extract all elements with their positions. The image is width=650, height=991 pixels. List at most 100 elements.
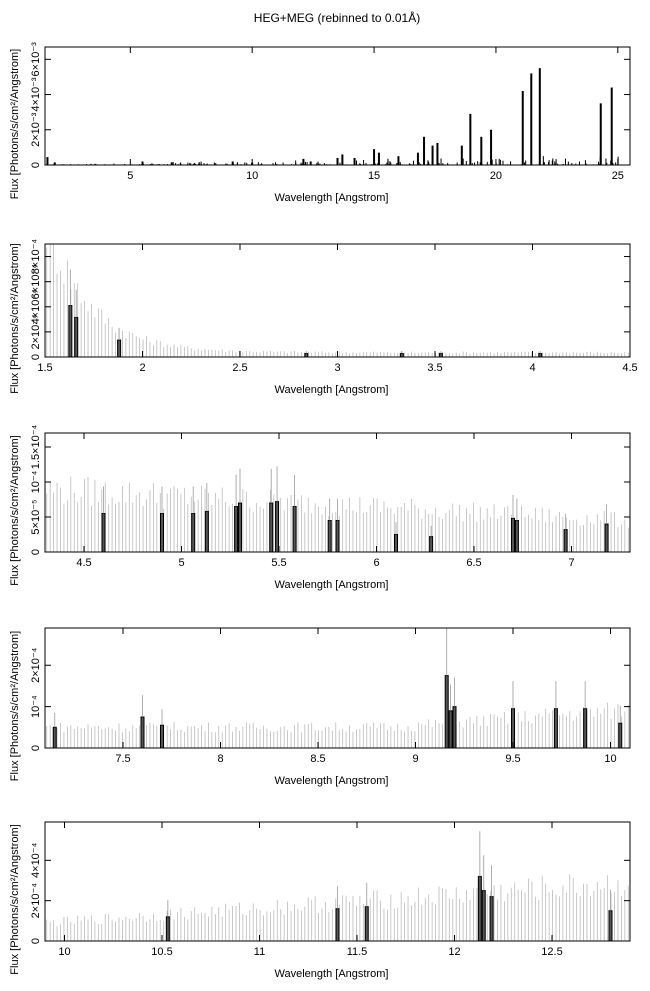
x-tick-label: 2 xyxy=(139,362,145,374)
x-tick-label: 8 xyxy=(217,753,223,765)
y-axis-label: Flux [Photons/s/cm²/Angstrom] xyxy=(9,435,21,585)
x-tick-label: 8.5 xyxy=(310,753,325,765)
y-axis-label: Flux [Photons/s/cm²/Angstrom] xyxy=(9,824,21,974)
y-tick-label: 8×10⁻⁴ xyxy=(30,239,42,275)
emission-line xyxy=(53,162,56,165)
emission-line xyxy=(269,502,274,553)
y-tick-label: 2×10⁻⁴ xyxy=(30,314,42,350)
x-tick-label: 10 xyxy=(58,946,70,958)
emission-line xyxy=(481,890,486,942)
emission-line xyxy=(117,339,122,358)
emission-line xyxy=(160,513,164,553)
emission-line xyxy=(448,710,453,749)
x-tick-label: 15 xyxy=(368,170,380,182)
emission-line xyxy=(353,157,356,165)
y-tick-label: 0 xyxy=(30,745,42,751)
x-tick-label: 9.5 xyxy=(505,753,520,765)
emission-line xyxy=(511,517,515,553)
x-tick-label: 3 xyxy=(334,362,340,374)
y-tick-label: 4×10⁻³ xyxy=(30,77,42,112)
emission-line xyxy=(618,722,623,749)
panel-4: 7.5 8 8.5 9 9.5 10 0 10⁻⁴ 2×10⁻⁴ Wavelength [Angs… xyxy=(9,627,631,787)
emission-line xyxy=(530,73,533,165)
panel-2: 1.5 2 2.5 3 3.5 4 4.5 0 2×10⁻⁴4×10⁻⁴6×10⁻⁴8×10⁻⁴… xyxy=(9,239,638,396)
y-tick-label: 2×10⁻⁴ xyxy=(30,647,42,683)
emission-line xyxy=(583,708,588,749)
emission-line xyxy=(460,145,463,165)
y-tick-label: 0 xyxy=(30,162,42,168)
emission-line xyxy=(563,529,568,553)
emission-line xyxy=(538,353,543,358)
panel-3: 4.5 5 5.5 6 6.5 7 0 5×10⁻⁵ 10⁻⁴1.5×10⁻⁴ Wavelengt… xyxy=(9,424,631,591)
emission-line xyxy=(480,136,483,165)
emission-line xyxy=(327,520,332,553)
emission-line xyxy=(599,103,602,165)
emission-line xyxy=(68,305,73,358)
emission-line xyxy=(309,161,312,165)
emission-line xyxy=(52,726,57,749)
x-tick-label: 12.5 xyxy=(541,946,562,958)
x-axis-label: Wavelength [Angstrom] xyxy=(275,192,389,204)
emission-line xyxy=(604,523,609,553)
emission-line xyxy=(341,154,344,165)
emission-line xyxy=(416,152,419,165)
emission-line xyxy=(452,706,457,749)
emission-line xyxy=(394,534,398,553)
x-tick-label: 7 xyxy=(568,557,574,569)
emission-line xyxy=(304,353,309,358)
y-axis-label: Flux [Photons/s/cm²/Angstrom] xyxy=(9,49,21,199)
emission-line xyxy=(364,906,369,942)
continuum-errorbars xyxy=(46,476,629,552)
x-tick-label: 6 xyxy=(373,557,379,569)
x-tick-label: 11.5 xyxy=(347,946,368,958)
emission-line xyxy=(377,152,380,165)
emission-line xyxy=(140,716,145,749)
emission-line xyxy=(423,136,426,165)
y-tick-label: 4×10⁻⁴ xyxy=(30,842,42,878)
x-tick-label: 7.5 xyxy=(115,753,130,765)
y-axis-label: Flux [Photons/s/cm²/Angstrom] xyxy=(9,243,21,393)
emission-line xyxy=(74,316,79,358)
emission-line xyxy=(436,142,439,165)
emission-line xyxy=(238,502,242,553)
y-tick-label: 0 xyxy=(30,938,42,944)
x-tick-label: 4.5 xyxy=(622,362,637,374)
y-tick-label: 0 xyxy=(30,354,42,360)
continuum-errorbars xyxy=(47,156,619,165)
continuum-errorbars xyxy=(46,702,629,748)
emission-line xyxy=(553,708,558,749)
emission-line xyxy=(608,910,613,942)
emission-line xyxy=(335,908,340,942)
emission-line xyxy=(444,675,449,749)
plot-frame xyxy=(44,46,631,166)
emission-line xyxy=(160,724,164,749)
x-tick-label: 10 xyxy=(246,170,258,182)
emission-line xyxy=(477,875,482,942)
emission-line xyxy=(490,129,493,165)
emission-line xyxy=(469,113,472,165)
x-tick-label: 20 xyxy=(490,170,502,182)
plot-frame xyxy=(44,432,631,553)
x-tick-label: 11 xyxy=(254,946,265,958)
emission-line xyxy=(336,157,339,165)
y-tick-label: 6×10⁻⁴ xyxy=(30,264,42,300)
x-tick-label: 3.5 xyxy=(427,362,442,374)
emission-line xyxy=(373,149,376,165)
x-axis-label: Wavelength [Angstrom] xyxy=(275,775,389,787)
emission-line xyxy=(231,161,234,165)
y-tick-label: 1.5×10⁻⁴ xyxy=(30,424,42,469)
emission-line xyxy=(46,157,49,165)
x-axis-label: Wavelength [Angstrom] xyxy=(275,579,389,591)
emission-line xyxy=(191,513,196,553)
figure-title: HEG+MEG (rebinned to 0.01Å) xyxy=(254,10,420,25)
emission-line xyxy=(514,520,519,553)
panel-1: 5 10 15 20 25 0 2×10⁻³4×10⁻³6×10⁻³ Wavelength [… xyxy=(9,42,631,204)
y-tick-label: 4×10⁻⁴ xyxy=(30,289,42,325)
x-tick-label: 1.5 xyxy=(37,362,52,374)
emission-line xyxy=(438,353,443,358)
emission-line xyxy=(610,87,613,165)
plot-frame xyxy=(44,627,631,749)
plot-frame xyxy=(44,821,631,942)
